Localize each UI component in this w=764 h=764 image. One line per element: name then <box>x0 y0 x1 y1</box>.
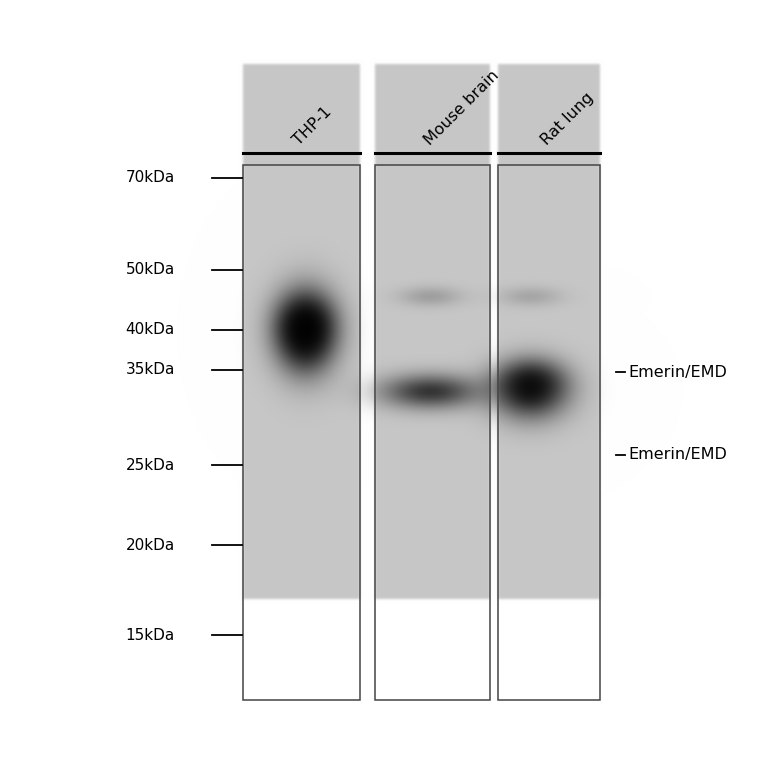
Text: 15kDa: 15kDa <box>126 627 175 643</box>
Text: THP-1: THP-1 <box>291 104 335 148</box>
Text: 25kDa: 25kDa <box>126 458 175 472</box>
Text: 70kDa: 70kDa <box>126 170 175 186</box>
Text: Emerin/EMD: Emerin/EMD <box>628 364 727 380</box>
Text: 50kDa: 50kDa <box>126 263 175 277</box>
Bar <box>498 165 600 700</box>
Text: 35kDa: 35kDa <box>125 362 175 377</box>
Text: 20kDa: 20kDa <box>126 538 175 552</box>
Bar <box>243 165 360 700</box>
Text: Rat lung: Rat lung <box>539 90 597 148</box>
Text: Mouse brain: Mouse brain <box>422 67 502 148</box>
Text: Emerin/EMD: Emerin/EMD <box>628 448 727 462</box>
Bar <box>375 165 490 700</box>
Text: 40kDa: 40kDa <box>126 322 175 338</box>
